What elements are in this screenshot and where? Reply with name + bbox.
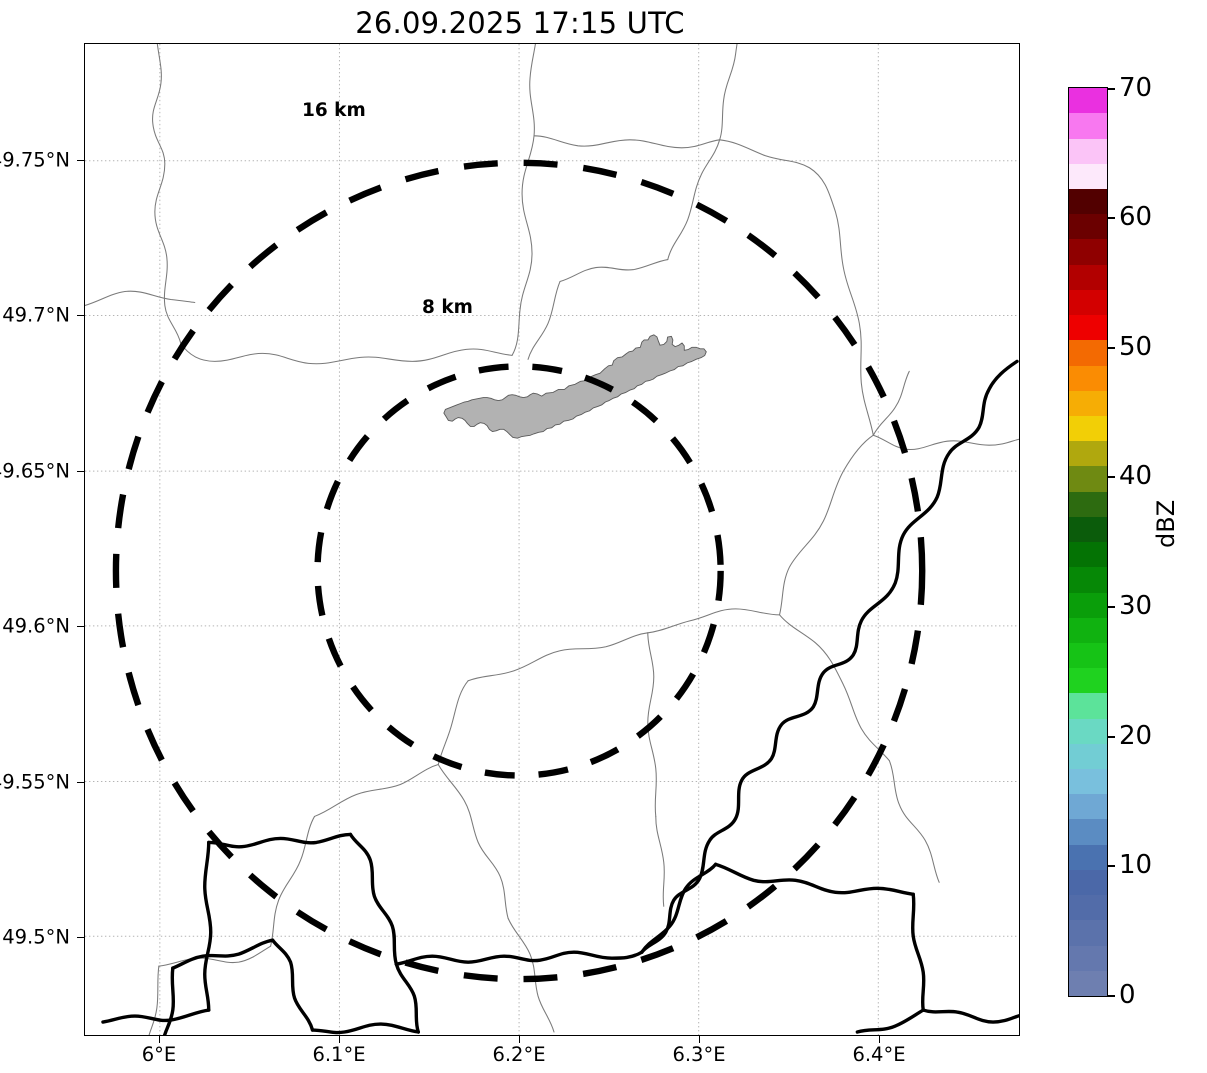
range-ring-8km <box>314 363 724 779</box>
colorbar-band-5 <box>1069 844 1107 870</box>
colorbar-band-22 <box>1069 415 1107 442</box>
colorbar-tick-mark <box>1107 995 1115 997</box>
colorbar-band-3 <box>1069 895 1107 921</box>
colorbar-band-31 <box>1069 189 1107 215</box>
colorbar-band-27 <box>1069 289 1107 316</box>
colorbar-band-35 <box>1069 88 1107 114</box>
ytick-mark <box>77 160 84 162</box>
ytick-label-49-65: 49.65°N <box>0 459 70 483</box>
colorbar-band-12 <box>1069 668 1107 694</box>
xtick-mark <box>519 1036 521 1043</box>
colorbar-tick-mark <box>1107 476 1115 478</box>
ytick-mark <box>77 315 84 317</box>
colorbar <box>1068 87 1108 997</box>
colorbar-band-19 <box>1069 491 1107 517</box>
colorbar-band-8 <box>1069 769 1107 795</box>
national-border <box>101 359 1019 1035</box>
xtick-label-6-4: 6.4°E <box>852 1043 906 1066</box>
range-rings <box>112 159 926 983</box>
colorbar-band-6 <box>1069 819 1107 845</box>
colorbar-band-9 <box>1069 743 1107 770</box>
ytick-label-49-55: 49.55°N <box>0 770 70 794</box>
colorbar-tick-label-60: 60 <box>1119 202 1153 232</box>
colorbar-band-28 <box>1069 264 1107 290</box>
colorbar-axis-label: dBZ <box>1152 499 1180 548</box>
map-canvas <box>85 44 1019 1035</box>
colorbar-band-25 <box>1069 340 1107 366</box>
colorbar-band-30 <box>1069 214 1107 240</box>
colorbar-band-13 <box>1069 642 1107 669</box>
colorbar-band-1 <box>1069 945 1107 971</box>
ytick-label-49-7: 49.7°N <box>2 303 70 327</box>
xtick-label-6-3: 6.3°E <box>672 1043 726 1066</box>
colorbar-band-11 <box>1069 693 1107 719</box>
colorbar-band-7 <box>1069 794 1107 820</box>
ytick-label-49-5: 49.5°N <box>2 925 70 949</box>
colorbar-band-26 <box>1069 315 1107 341</box>
ytick-label-49-75: 49.75°N <box>0 148 70 172</box>
xtick-mark <box>699 1036 701 1043</box>
colorbar-band-2 <box>1069 920 1107 946</box>
colorbar-tick-mark <box>1107 736 1115 738</box>
colorbar-tick-label-10: 10 <box>1119 850 1153 880</box>
colorbar-tick-label-40: 40 <box>1119 461 1153 491</box>
ytick-mark <box>77 937 84 939</box>
colorbar-band-23 <box>1069 390 1107 416</box>
colorbar-tick-mark <box>1107 347 1115 349</box>
colorbar-band-14 <box>1069 617 1107 643</box>
colorbar-band-4 <box>1069 869 1107 896</box>
colorbar-band-0 <box>1069 970 1107 996</box>
colorbar-band-10 <box>1069 718 1107 744</box>
ytick-mark <box>77 471 84 473</box>
xtick-label-6-1: 6.1°E <box>312 1043 366 1066</box>
colorbar-band-18 <box>1069 516 1107 543</box>
colorbar-tick-mark <box>1107 217 1115 219</box>
figure-title: 26.09.2025 17:15 UTC <box>355 6 685 40</box>
ytick-mark <box>77 626 84 628</box>
xtick-mark <box>159 1036 161 1043</box>
admin-boundaries <box>85 44 1019 1035</box>
xtick-label-6: 6°E <box>141 1043 177 1066</box>
colorbar-tick-mark <box>1107 606 1115 608</box>
xtick-label-6-2: 6.2°E <box>492 1043 546 1066</box>
colorbar-band-24 <box>1069 365 1107 391</box>
colorbar-tick-label-30: 30 <box>1119 591 1153 621</box>
range-ring-label-16km: 16 km <box>302 100 366 121</box>
colorbar-band-29 <box>1069 239 1107 265</box>
colorbar-band-34 <box>1069 113 1107 139</box>
ytick-mark <box>77 782 84 784</box>
range-ring-16km <box>112 159 926 983</box>
colorbar-band-32 <box>1069 163 1107 189</box>
colorbar-band-20 <box>1069 466 1107 492</box>
colorbar-tick-mark <box>1107 865 1115 867</box>
urban-area-polygon <box>443 334 707 439</box>
xtick-mark <box>339 1036 341 1043</box>
colorbar-band-15 <box>1069 592 1107 618</box>
ytick-label-49-6: 49.6°N <box>2 614 70 638</box>
xtick-mark <box>879 1036 881 1043</box>
colorbar-band-33 <box>1069 138 1107 164</box>
colorbar-band-16 <box>1069 567 1107 593</box>
map-gridlines <box>85 44 1019 1035</box>
colorbar-tick-mark <box>1107 88 1115 90</box>
colorbar-tick-label-20: 20 <box>1119 721 1153 751</box>
radar-map-axes <box>84 43 1020 1036</box>
range-ring-label-8km: 8 km <box>422 297 473 318</box>
colorbar-tick-label-50: 50 <box>1119 332 1153 362</box>
colorbar-bands <box>1069 88 1107 996</box>
colorbar-band-17 <box>1069 542 1107 568</box>
colorbar-tick-label-70: 70 <box>1119 73 1153 103</box>
colorbar-tick-label-0: 0 <box>1119 980 1136 1010</box>
colorbar-band-21 <box>1069 441 1107 467</box>
